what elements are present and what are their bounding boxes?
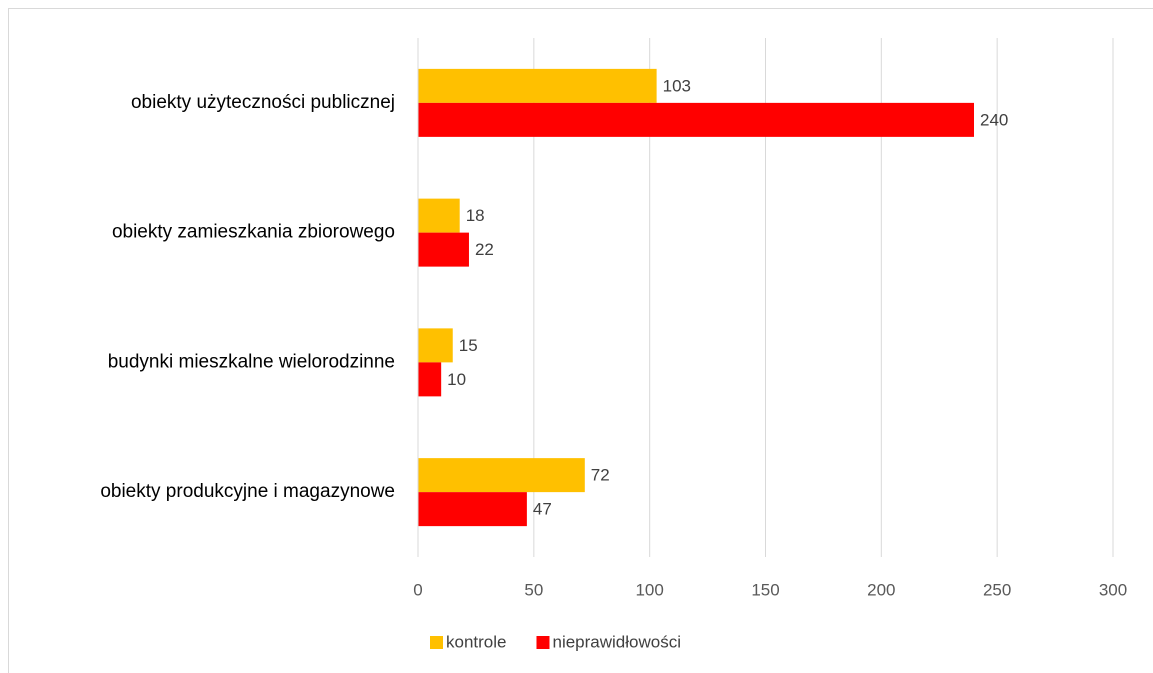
category-label: obiekty zamieszkania zbiorowego [112,222,395,243]
x-tick-label: 250 [983,580,1011,599]
data-label: 72 [591,466,610,485]
x-tick-label: 300 [1099,580,1127,599]
data-label: 10 [447,370,466,389]
x-tick-label: 150 [751,580,779,599]
legend-label: kontrole [446,632,506,651]
data-label: 18 [466,206,485,225]
data-label: 22 [475,240,494,259]
data-label: 47 [533,500,552,519]
bar [418,492,527,527]
x-tick-label: 0 [413,580,422,599]
bar [418,232,469,267]
bar [418,362,442,397]
bar [418,328,453,363]
x-tick-label: 100 [635,580,663,599]
category-label: obiekty użyteczności publicznej [131,92,395,113]
x-tick-label: 200 [867,580,895,599]
bar [418,458,585,493]
bar [418,198,460,233]
category-label: obiekty produkcyjne i magazynowe [100,481,395,502]
x-tick-label: 50 [524,580,543,599]
bar [418,68,657,103]
bar [418,102,974,137]
category-label: budynki mieszkalne wielorodzinne [108,351,395,372]
legend-swatch [430,636,443,649]
legend-label: nieprawidłowości [552,632,681,651]
legend-swatch [536,636,550,649]
data-label: 240 [980,110,1008,129]
data-label: 103 [663,76,691,95]
data-label: 15 [459,336,478,355]
